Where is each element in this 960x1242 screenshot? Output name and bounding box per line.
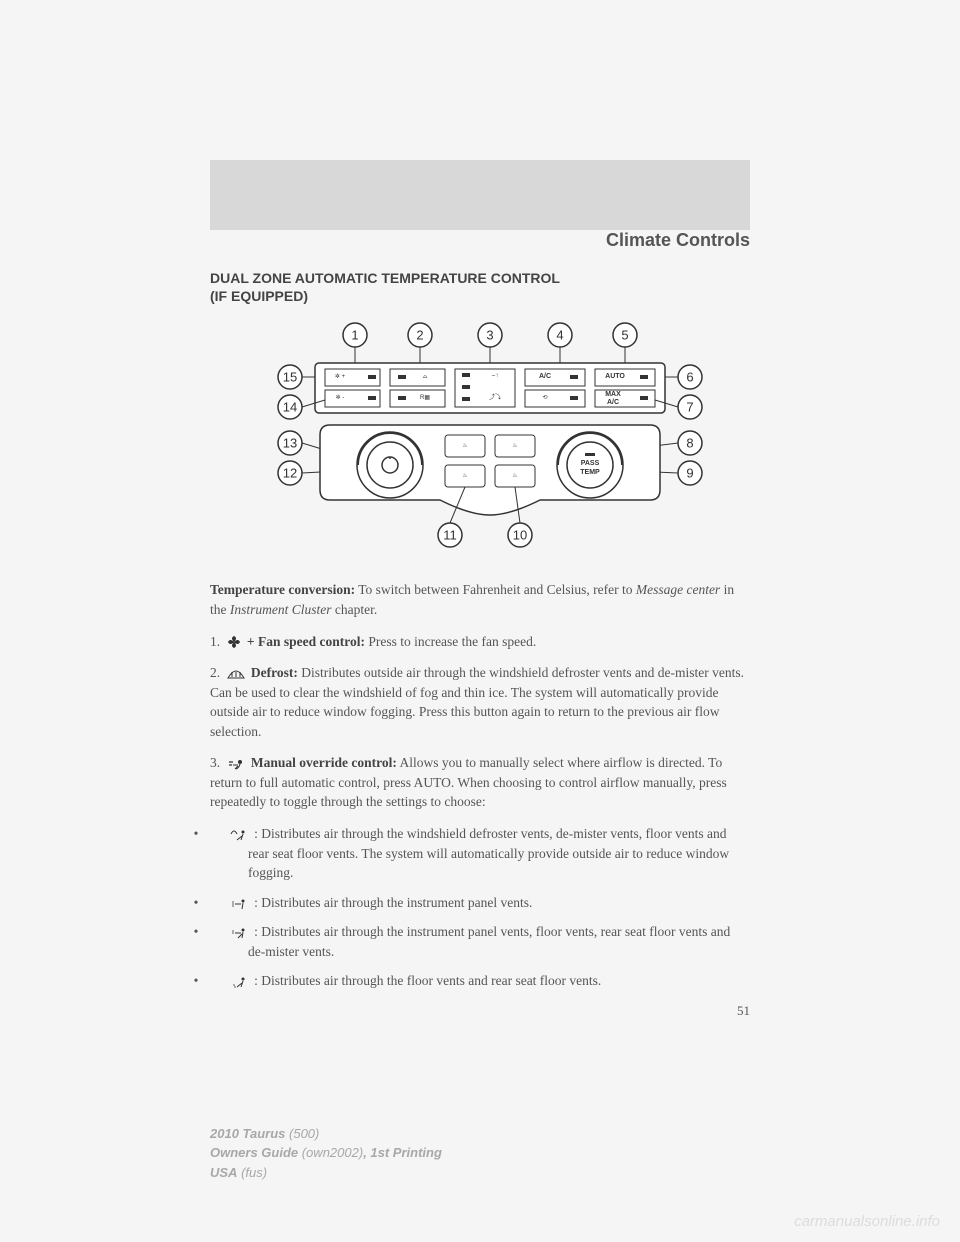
mode-panel-floor: • : Distributes air through the instrume… (210, 922, 750, 961)
svg-text:TEMP: TEMP (580, 469, 600, 476)
defrost-floor-icon (230, 829, 248, 841)
floor-icon (230, 976, 248, 988)
temp-conv-ref1: Message center (636, 582, 720, 597)
item-2: 2. Defrost: Distributes outside air thro… (210, 663, 750, 741)
mode1-colon: : (251, 826, 258, 841)
fan-icon (227, 635, 241, 649)
temp-conversion-paragraph: Temperature conversion: To switch betwee… (210, 580, 750, 619)
footer: 2010 Taurus (500) Owners Guide (own2002)… (210, 1124, 442, 1183)
svg-text:12: 12 (283, 466, 297, 481)
temp-conv-label: Temperature conversion: (210, 582, 355, 597)
mode4-colon: : (251, 973, 258, 988)
svg-text:8: 8 (686, 436, 693, 451)
svg-text:9: 9 (686, 466, 693, 481)
driver-temp-knob (367, 442, 413, 488)
svg-text:14: 14 (283, 400, 297, 415)
svg-text:A/C: A/C (539, 373, 551, 380)
item3-num: 3. (210, 755, 224, 770)
mode3-colon: : (251, 924, 258, 939)
svg-text:5: 5 (621, 328, 628, 343)
diagram-container: 1 2 3 4 5 ✲ + ✲ - ⌓ R▦ ⌢↑ ⤴⤵ A/C (210, 315, 750, 560)
page-number: 51 (210, 1003, 750, 1019)
temp-conv-ref2: Instrument Cluster (230, 602, 332, 617)
temp-conv-text1: To switch between Fahrenheit and Celsius… (355, 582, 636, 597)
mode2-text: Distributes air through the instrument p… (258, 895, 532, 910)
item2-num: 2. (210, 665, 224, 680)
header-gray-block (210, 160, 750, 230)
footer-line2: Owners Guide (own2002), 1st Printing (210, 1143, 442, 1163)
mode-panel: • : Distributes air through the instrume… (210, 893, 750, 913)
mode4-text: Distributes air through the floor vents … (258, 973, 601, 988)
page-content: Climate Controls DUAL ZONE AUTOMATIC TEM… (210, 230, 750, 1019)
svg-text:PASS: PASS (581, 460, 600, 467)
airflow-modes-list: • : Distributes air through the windshie… (210, 824, 750, 991)
panel-floor-icon (230, 927, 248, 939)
item-1: 1. + Fan speed control: Press to increas… (210, 632, 750, 652)
svg-text:4: 4 (556, 328, 563, 343)
svg-text:13: 13 (283, 436, 297, 451)
item-3: 3. Manual override control: Allows you t… (210, 753, 750, 812)
svg-text:R▦: R▦ (420, 395, 430, 401)
climate-control-diagram: 1 2 3 4 5 ✲ + ✲ - ⌓ R▦ ⌢↑ ⤴⤵ A/C (250, 315, 710, 555)
svg-text:⤴⤵: ⤴⤵ (489, 393, 501, 401)
svg-text:⟲: ⟲ (542, 395, 547, 401)
mode2-colon: : (251, 895, 258, 910)
section-title-line2: (IF EQUIPPED) (210, 288, 308, 304)
chapter-title: Climate Controls (210, 230, 750, 251)
mode-floor: • : Distributes air through the floor ve… (210, 971, 750, 991)
svg-text:7: 7 (686, 400, 693, 415)
svg-text:⌓: ⌓ (423, 374, 428, 380)
svg-text:15: 15 (283, 370, 297, 385)
watermark: carmanualsonline.info (794, 1213, 940, 1230)
svg-text:⌢↑: ⌢↑ (492, 373, 499, 379)
mode-defrost-floor: • : Distributes air through the windshie… (210, 824, 750, 883)
section-title: DUAL ZONE AUTOMATIC TEMPERATURE CONTROL … (210, 269, 750, 305)
panel-icon (230, 898, 248, 910)
footer-line3: USA (fus) (210, 1163, 442, 1183)
svg-text:♨: ♨ (512, 472, 517, 479)
svg-text:10: 10 (513, 528, 527, 543)
callout-6: 6 (665, 365, 702, 389)
svg-text:11: 11 (443, 528, 457, 543)
item3-label: Manual override control: (248, 755, 397, 770)
svg-text:AUTO: AUTO (605, 373, 625, 380)
svg-text:1: 1 (351, 328, 358, 343)
svg-text:✲ +: ✲ + (335, 373, 346, 380)
svg-text:6: 6 (686, 370, 693, 385)
mode1-text: Distributes air through the windshield d… (248, 826, 729, 880)
svg-text:A/C: A/C (607, 399, 619, 406)
svg-text:♨: ♨ (462, 442, 467, 449)
item1-label: + Fan speed control: (244, 634, 365, 649)
svg-text:MAX: MAX (605, 391, 621, 398)
item1-num: 1. (210, 634, 224, 649)
svg-text:♨: ♨ (512, 442, 517, 449)
svg-text:2: 2 (416, 328, 423, 343)
svg-text:✲ -: ✲ - (336, 394, 345, 401)
section-title-line1: DUAL ZONE AUTOMATIC TEMPERATURE CONTROL (210, 270, 560, 286)
temp-conv-text3: chapter. (332, 602, 378, 617)
svg-text:3: 3 (486, 328, 493, 343)
svg-text:♨: ♨ (462, 472, 467, 479)
footer-line1: 2010 Taurus (500) (210, 1124, 442, 1144)
callout-15: 15 (278, 365, 315, 389)
item2-label: Defrost: (248, 665, 298, 680)
item1-text: Press to increase the fan speed. (365, 634, 536, 649)
airflow-icon (227, 758, 245, 770)
mode3-text: Distributes air through the instrument p… (248, 924, 730, 959)
defrost-icon (227, 668, 245, 680)
